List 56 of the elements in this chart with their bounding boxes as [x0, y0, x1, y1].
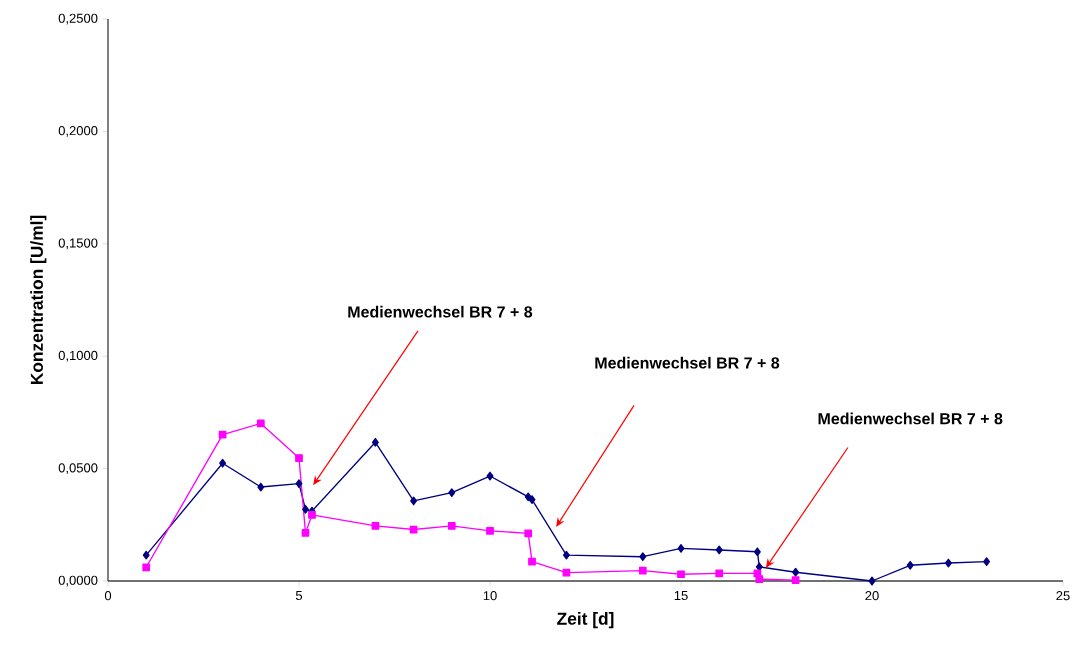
point — [142, 550, 150, 560]
point — [524, 492, 532, 502]
point — [715, 569, 724, 578]
point — [944, 558, 952, 568]
point — [486, 471, 494, 481]
point — [755, 575, 764, 584]
point — [791, 576, 800, 584]
point — [256, 419, 265, 428]
point — [295, 479, 303, 489]
point — [308, 511, 316, 519]
x-tick-label: 15 — [674, 591, 688, 601]
point — [410, 496, 418, 506]
point — [486, 527, 494, 535]
y-tick-label: 0,2000 — [58, 126, 98, 137]
point — [142, 563, 151, 572]
point — [219, 458, 227, 468]
point — [639, 552, 647, 562]
annotation: Medienwechsel BR 7 + 8 — [348, 305, 533, 318]
y-axis-title: Konzentration [U/ml] — [30, 215, 47, 385]
point — [755, 562, 763, 572]
point — [715, 545, 723, 555]
point — [218, 430, 227, 439]
x-tick-label: 5 — [295, 591, 303, 601]
y-tick-label: 0,1000 — [58, 350, 98, 362]
point — [753, 547, 761, 557]
point — [562, 568, 571, 577]
y-tick-label: 0,2500 — [58, 13, 98, 25]
point — [677, 544, 685, 553]
x-tick-label: 25 — [1056, 591, 1070, 601]
x-axis-title: Zeit [d] — [557, 612, 614, 629]
point — [792, 567, 800, 577]
point — [906, 560, 914, 570]
point — [302, 504, 309, 514]
point — [448, 488, 456, 498]
point — [447, 522, 456, 530]
point — [371, 522, 380, 530]
point — [301, 529, 310, 537]
point — [677, 570, 685, 579]
point — [868, 576, 876, 586]
x-tick-label: 10 — [483, 591, 497, 601]
point — [528, 557, 536, 566]
point — [528, 495, 536, 505]
annotation: Medienwechsel BR 7 + 8 — [818, 412, 1003, 425]
x-tick-label: 20 — [865, 591, 879, 601]
point — [371, 437, 379, 447]
annotation: Medienwechsel BR 7 + 8 — [595, 356, 780, 369]
point — [295, 454, 303, 462]
point — [257, 482, 265, 492]
point — [524, 529, 533, 538]
x-tick-label: 0 — [104, 591, 112, 601]
point — [562, 550, 570, 560]
point — [638, 566, 647, 575]
point — [983, 557, 991, 567]
y-tick-label: 0,0500 — [58, 463, 98, 474]
y-tick-label: 0,0000 — [58, 575, 98, 587]
y-tick-label: 0,1500 — [58, 238, 98, 250]
